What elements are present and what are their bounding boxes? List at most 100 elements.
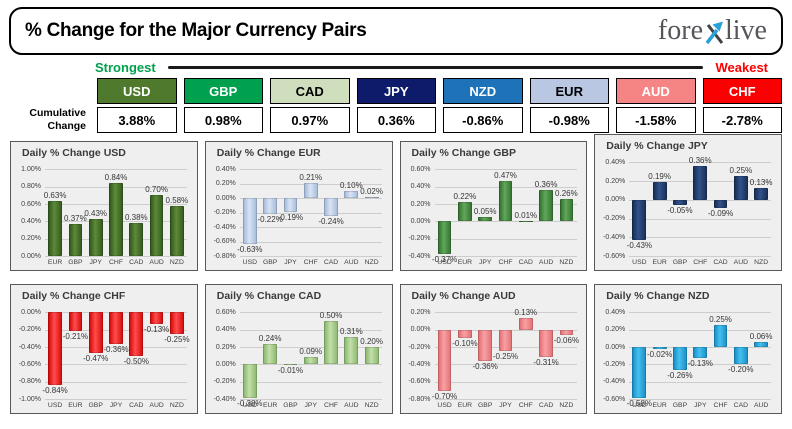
bar bbox=[478, 329, 493, 361]
x-category-label: JPY bbox=[478, 259, 492, 267]
bar bbox=[263, 343, 278, 365]
chart-title: Daily % Change USD bbox=[22, 147, 126, 160]
bar-value-label: 0.01% bbox=[514, 210, 538, 220]
x-category-label: GBP bbox=[88, 402, 103, 410]
y-axis-tick-label: 0.20% bbox=[605, 326, 626, 334]
y-axis-tick-label: 0.00% bbox=[215, 194, 236, 202]
bar bbox=[713, 325, 728, 348]
bar-value-label: -0.31% bbox=[533, 357, 559, 367]
bar bbox=[48, 201, 62, 257]
bar bbox=[170, 205, 184, 257]
bar-value-label: 0.22% bbox=[453, 192, 477, 202]
bar bbox=[242, 364, 257, 398]
strongest-label: Strongest bbox=[95, 60, 156, 75]
y-axis-tick-label: -0.20% bbox=[603, 215, 626, 223]
bar-value-label: 0.02% bbox=[360, 186, 383, 196]
bar-value-label: -0.10% bbox=[452, 339, 478, 349]
bar-value-label: -0.09% bbox=[707, 209, 734, 219]
x-category-label: USD bbox=[437, 402, 452, 410]
x-category-label: EUR bbox=[68, 402, 83, 410]
bar-value-label: 0.36% bbox=[688, 156, 712, 166]
bar-value-label: 0.24% bbox=[258, 333, 282, 343]
chart-title: Daily % Change GBP bbox=[411, 147, 516, 160]
y-axis-tick-label: -0.60% bbox=[603, 252, 626, 260]
grid-line bbox=[434, 381, 577, 383]
bar-value-label: 0.26% bbox=[555, 188, 578, 198]
grid-line bbox=[629, 381, 772, 383]
bar bbox=[149, 312, 164, 324]
chart-plot-gbp: 0.60% 0.40% 0.20% 0.00% -0.20% -0.40% -0.37% US… bbox=[401, 159, 587, 270]
y-axis-tick-label: -0.20% bbox=[408, 235, 431, 243]
grid-line bbox=[239, 227, 382, 229]
x-category-label: USD bbox=[242, 402, 258, 410]
grid-line bbox=[239, 329, 382, 331]
bar-value-label: 0.63% bbox=[43, 191, 67, 201]
x-category-label: NZD bbox=[754, 259, 769, 267]
bar-value-label: 0.58% bbox=[165, 195, 189, 205]
bar bbox=[437, 221, 452, 254]
bar-value-label: -0.24% bbox=[318, 216, 344, 226]
spacer-cell bbox=[10, 78, 90, 104]
y-axis-tick-label: 0.00% bbox=[21, 252, 41, 260]
bar bbox=[68, 224, 83, 257]
bar-value-label: 0.47% bbox=[494, 170, 517, 180]
bar bbox=[754, 341, 769, 348]
y-axis-tick-label: 0.20% bbox=[605, 177, 626, 185]
x-category-label: CAD bbox=[713, 259, 728, 267]
y-axis-tick-label: -0.80% bbox=[18, 378, 41, 386]
bar bbox=[458, 329, 472, 339]
y-axis-tick-label: -0.20% bbox=[408, 343, 431, 351]
grid-line bbox=[434, 399, 577, 401]
bar-value-label: -0.06% bbox=[553, 335, 580, 345]
x-category-label: NZD bbox=[559, 402, 574, 410]
chart-panel-usd: Daily % Change USD 1.00% 0.80% 0.60% 0.40% 0… bbox=[10, 141, 198, 272]
cumulative-value-chf: -2.78% bbox=[702, 107, 782, 133]
x-category-label: USD bbox=[437, 259, 452, 267]
bar-value-label: -0.43% bbox=[626, 241, 653, 251]
x-category-label: JPY bbox=[304, 402, 317, 410]
grid-line bbox=[434, 364, 577, 366]
x-category-label: JPY bbox=[694, 402, 707, 410]
y-axis-tick-label: 0.20% bbox=[215, 180, 236, 188]
x-category-label: GBP bbox=[478, 402, 493, 410]
cumulative-value-gbp: 0.98% bbox=[183, 107, 263, 133]
bar bbox=[263, 198, 278, 215]
x-category-label: CAD bbox=[733, 402, 749, 410]
x-category-label: CAD bbox=[518, 259, 533, 267]
grid-line bbox=[45, 399, 187, 401]
bar-value-label: -0.50% bbox=[123, 356, 149, 366]
grid-line bbox=[239, 198, 382, 200]
cumulative-value-eur: -0.98% bbox=[529, 107, 609, 133]
y-axis-tick-label: -0.40% bbox=[213, 223, 236, 231]
y-axis-tick-label: 1.00% bbox=[21, 165, 41, 173]
bar bbox=[344, 191, 359, 199]
cumulative-value-aud: -1.58% bbox=[616, 107, 696, 133]
chart-panel-eur: Daily % Change EUR 0.40% 0.20% 0.00% -0.20%… bbox=[204, 141, 393, 272]
x-category-label: JPY bbox=[89, 259, 102, 267]
y-axis-tick-label: 0.20% bbox=[410, 200, 431, 208]
y-axis-tick-label: -0.40% bbox=[408, 360, 431, 368]
currency-badge-gbp: GBP bbox=[183, 78, 263, 104]
bar-value-label: 0.38% bbox=[124, 213, 148, 223]
y-axis-tick-label: 0.00% bbox=[605, 196, 626, 204]
bar-value-label: 0.25% bbox=[709, 315, 732, 325]
x-category-label: GBP bbox=[262, 259, 278, 267]
bar-value-label: -0.05% bbox=[667, 205, 693, 215]
x-category-label: EUR bbox=[47, 259, 63, 267]
bar bbox=[754, 187, 769, 200]
grid-line bbox=[45, 256, 187, 258]
bar bbox=[652, 181, 667, 200]
bar-value-label: -0.01% bbox=[277, 366, 304, 376]
x-category-label: AUD bbox=[344, 259, 359, 267]
x-category-label: GBP bbox=[283, 402, 298, 410]
y-axis-tick-label: 0.40% bbox=[605, 308, 626, 316]
currency-badge-eur: EUR bbox=[529, 78, 609, 104]
x-category-label: JPY bbox=[499, 402, 512, 410]
bar-value-label: -0.26% bbox=[667, 370, 693, 380]
bar-value-label: -0.22% bbox=[257, 215, 283, 225]
chart-panel-aud: Daily % Change AUD 0.20% 0.00% -0.20% -0.40… bbox=[399, 284, 588, 415]
grid-line bbox=[434, 221, 577, 223]
y-axis-tick-label: -0.20% bbox=[213, 209, 236, 217]
bar bbox=[88, 312, 103, 354]
